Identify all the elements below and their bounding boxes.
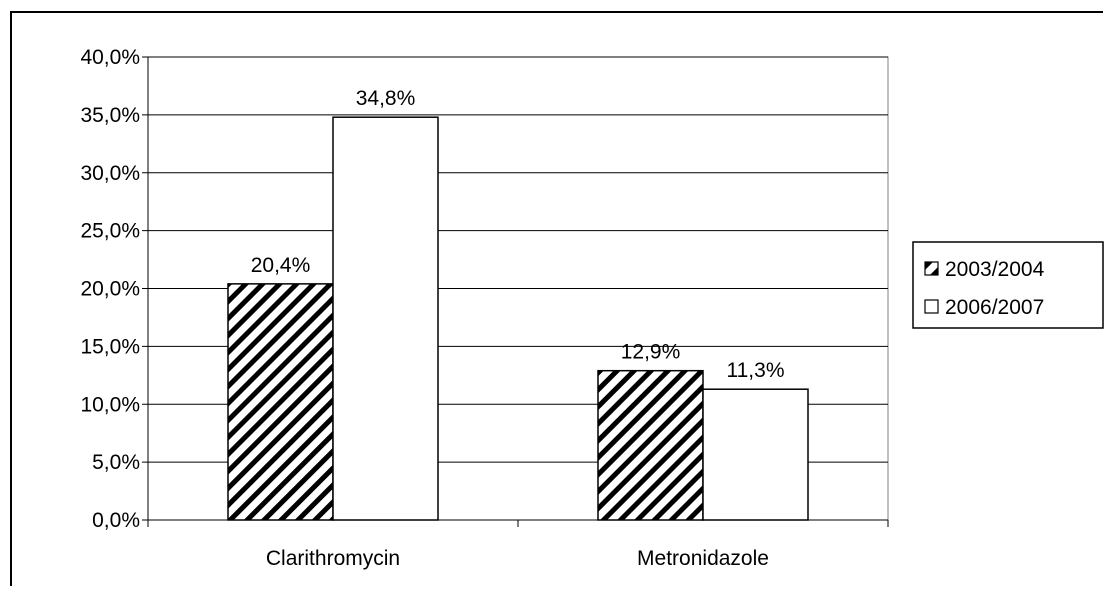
legend-swatch [924, 299, 939, 314]
legend-box [912, 241, 1104, 329]
y-tick-label: 15,0% [80, 335, 140, 358]
y-tick-label: 30,0% [80, 162, 140, 185]
y-tick-label: 10,0% [80, 393, 140, 416]
y-tick-label: 40,0% [80, 46, 140, 69]
bar [702, 388, 809, 521]
bar [332, 116, 439, 521]
data-label: 12,9% [621, 341, 681, 364]
y-tick-label: 20,0% [80, 278, 140, 301]
y-tick-label: 25,0% [80, 220, 140, 243]
data-label: 34,8% [356, 87, 416, 110]
x-tick-label: Metronidazole [637, 547, 769, 570]
y-tick-label: 35,0% [80, 104, 140, 127]
y-tick-label: 0,0% [92, 509, 140, 532]
chart-frame [10, 11, 1103, 586]
data-label: 11,3% [727, 359, 785, 382]
legend-label: 2006/2007 [945, 296, 1044, 319]
legend-label: 2003/2004 [945, 258, 1045, 281]
bar [597, 369, 704, 521]
y-tick-label: 5,0% [92, 451, 140, 474]
x-tick-label: Clarithromycin [266, 547, 400, 570]
bar [227, 283, 334, 521]
data-label: 20,4% [251, 254, 311, 277]
legend-swatch [924, 261, 939, 276]
